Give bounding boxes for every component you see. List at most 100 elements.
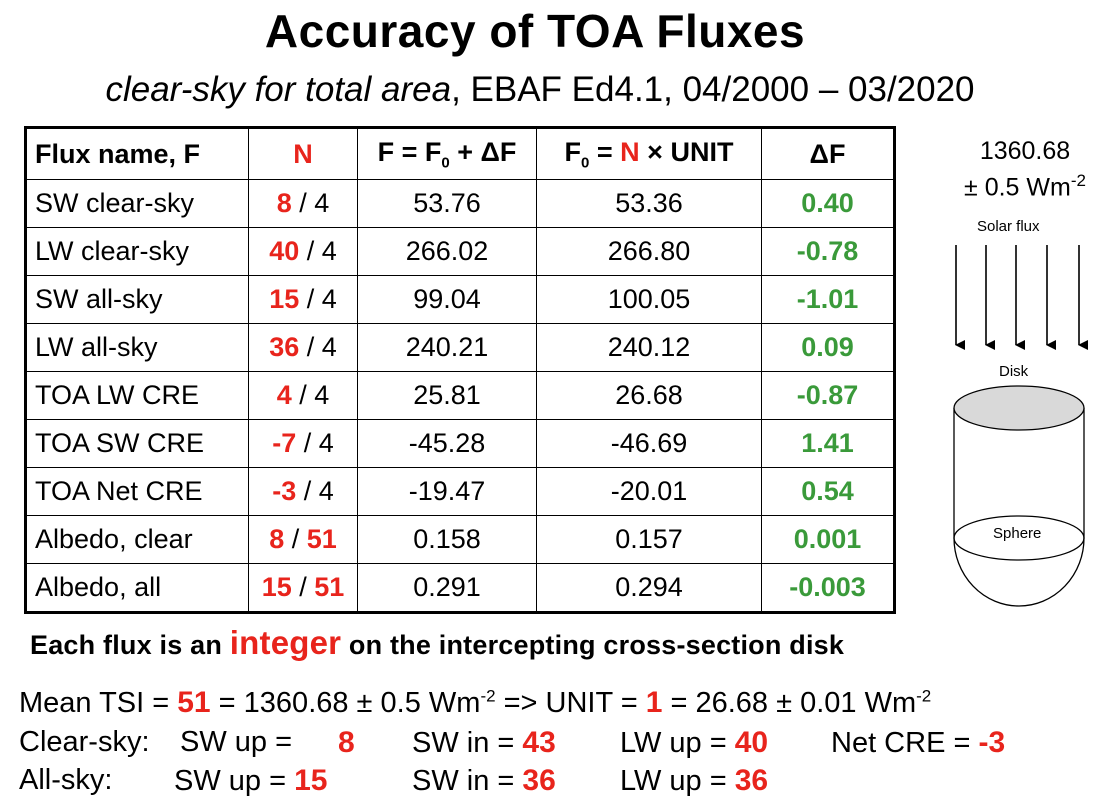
flux-table: Flux name, F N F = F0 + ΔF F0 = N × UNIT… [24,126,896,614]
tsi-line2: ± 0.5 Wm-2 [940,166,1105,202]
sphere-label: Sphere [993,525,1042,542]
table-row: Albedo, all 15 / 51 0.291 0.294 -0.003 [25,563,895,613]
disk-label: Disk [999,363,1029,380]
n-sep: / [291,572,315,602]
f-cell: 0.158 [357,515,537,564]
line1-sup1: -2 [480,686,496,706]
delta-f-cell: 0.09 [761,323,895,372]
n-value: 36 [269,332,300,362]
f-cell: 25.81 [357,371,537,420]
diagram-svg [953,245,1088,607]
table-row: TOA LW CRE 4 / 4 25.81 26.68 -0.87 [25,371,895,420]
table-header-row: Flux name, F N F = F0 + ΔF F0 = N × UNIT… [25,127,895,180]
n-sep: / [296,428,319,458]
n-sep: / [291,380,315,410]
n-sep: / [284,524,307,554]
clear-sw-in-value: 43 [522,726,556,759]
all-sw-up: SW up = 15 [174,764,327,798]
n-value: 8 [276,188,292,218]
disk-ellipse [953,385,1085,431]
solar-flux-label: Solar flux [977,218,1040,235]
clear-sky-label: Clear-sky: [19,726,150,758]
all-lw-up-label: LW up = [620,765,735,797]
note-pre: Each flux is an [30,630,230,660]
f-cell: -45.28 [357,419,537,468]
clear-lw-up-value: 40 [734,726,769,759]
table-row: SW all-sky 15 / 4 99.04 100.05 -1.01 [25,275,895,324]
delta-f-cell: 0.54 [761,467,895,516]
delta-f-cell: 0.40 [761,179,895,228]
header-f-rest: + ΔF [449,136,517,167]
n-value: 4 [276,380,292,410]
n-denominator: 4 [318,428,334,458]
all-sw-up-label: SW up = [174,765,295,797]
f0-cell: 0.157 [536,515,762,564]
all-sky-label: All-sky: [19,764,113,796]
table-row: SW clear-sky 8 / 4 53.76 53.36 0.40 [25,179,895,228]
line1-sup2: -2 [916,686,932,706]
f0-cell: -46.69 [536,419,762,468]
flux-name-cell: SW clear-sky [25,179,249,228]
line1-c: = 1360.68 ± 0.5 Wm [210,687,481,719]
f-cell: -19.47 [357,467,537,516]
page-subtitle: clear-sky for total area, EBAF Ed4.1, 04… [0,70,1080,110]
delta-f-cell: 0.001 [761,515,895,564]
line1-tsi-n: 51 [177,686,211,719]
clear-sw-in: SW in = 43 [412,726,556,760]
n-denominator: 51 [306,524,337,554]
header-f-sub: 0 [441,154,450,172]
n-cell: 40 / 4 [248,227,358,276]
header-f-text: F = F [377,136,442,167]
table-row: TOA Net CRE -3 / 4 -19.47 -20.01 0.54 [25,467,895,516]
all-lw-up: LW up = 36 [620,764,768,798]
header-f0-eq: = [589,136,621,167]
note-post: on the intercepting cross-section disk [341,630,845,660]
tsi-sup: -2 [1070,171,1086,190]
tsi-line2-text: ± 0.5 Wm [964,173,1071,202]
n-cell: 15 / 51 [248,563,358,613]
n-cell: -3 / 4 [248,467,358,516]
table-row: LW clear-sky 40 / 4 266.02 266.80 -0.78 [25,227,895,276]
flux-name-cell: Albedo, all [25,563,249,613]
n-denominator: 4 [314,188,330,218]
cylinder-sphere [953,385,1085,607]
delta-f-cell: -0.87 [761,371,895,420]
f-cell: 53.76 [357,179,537,228]
note-emph: integer [229,624,342,661]
delta-f-cell: -0.003 [761,563,895,613]
n-denominator: 4 [321,332,337,362]
f0-cell: 53.36 [536,179,762,228]
n-sep: / [299,284,322,314]
n-value: 15 [261,572,292,602]
subtitle-italic: clear-sky for total area [105,70,452,109]
n-value: 8 [269,524,285,554]
n-denominator: 51 [314,572,345,602]
table-row: LW all-sky 36 / 4 240.21 240.12 0.09 [25,323,895,372]
line1-d: => UNIT = [495,687,646,719]
solar-diagram: 1360.68 ± 0.5 Wm-2 Solar flux Disk Spher… [940,130,1105,610]
n-value: -3 [272,476,297,506]
n-sep: / [299,236,322,266]
n-denominator: 4 [321,284,337,314]
flux-name-cell: TOA SW CRE [25,419,249,468]
clear-lw-up-label: LW up = [620,727,735,759]
n-value: 40 [269,236,300,266]
all-sw-in-value: 36 [522,764,556,797]
header-f0-text: F [564,136,582,167]
clear-lw-up: LW up = 40 [620,726,768,760]
n-value: -7 [272,428,297,458]
flux-name-cell: SW all-sky [25,275,249,324]
flux-name-cell: LW all-sky [25,323,249,372]
header-f0: F0 = N × UNIT [536,127,762,180]
mean-tsi-line: Mean TSI = 51 = 1360.68 ± 0.5 Wm-2 => UN… [19,686,931,720]
n-value: 15 [269,284,300,314]
flux-name-cell: LW clear-sky [25,227,249,276]
page-title: Accuracy of TOA Fluxes [264,5,806,57]
delta-f-cell: 1.41 [761,419,895,468]
subtitle-rest: , EBAF Ed4.1, 04/2000 – 03/2020 [451,70,975,109]
f-cell: 240.21 [357,323,537,372]
clear-net-cre-label: Net CRE = [831,727,979,759]
f-cell: 99.04 [357,275,537,324]
n-sep: / [291,188,315,218]
table-row: TOA SW CRE -7 / 4 -45.28 -46.69 1.41 [25,419,895,468]
